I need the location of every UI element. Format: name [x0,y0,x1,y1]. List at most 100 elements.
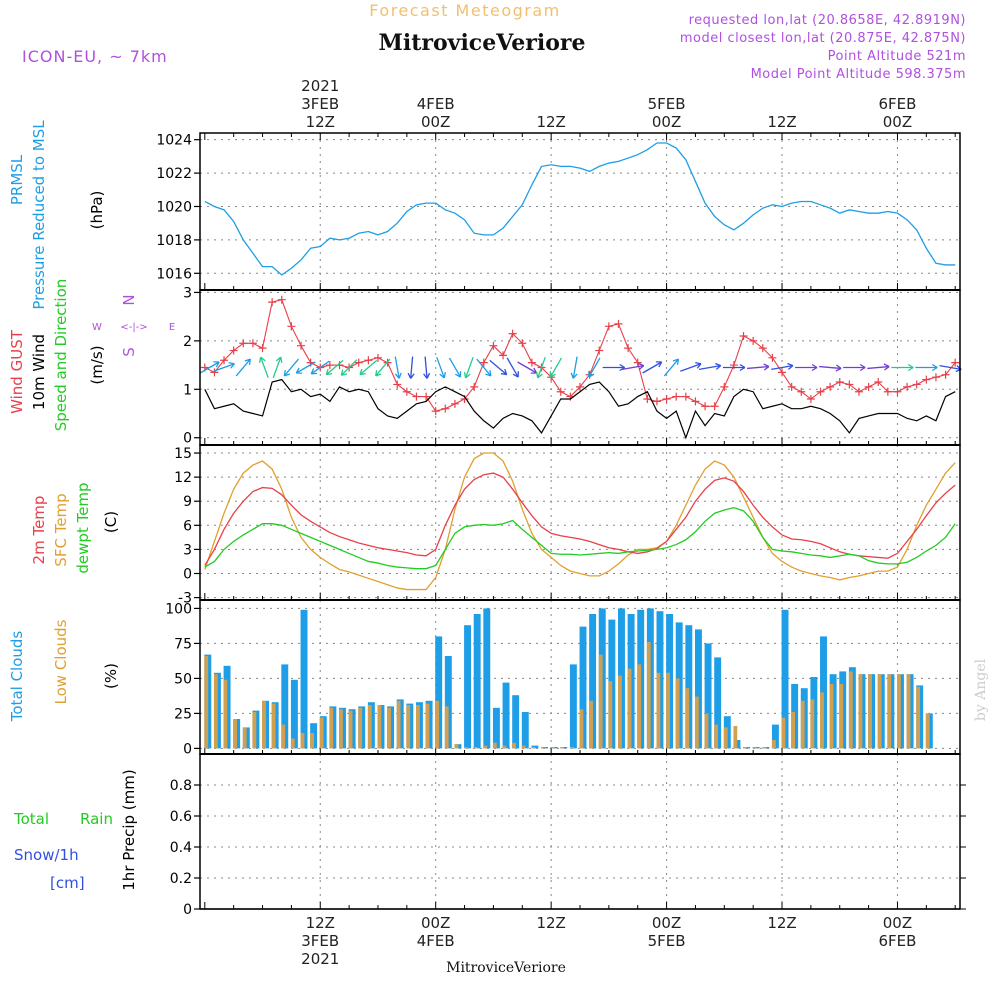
low-cloud-bar [319,717,324,749]
low-cloud-bar [223,679,228,749]
arrow-shaft [537,356,546,379]
total-cloud-bar [569,664,577,749]
gust-marker [701,402,710,411]
arrow-shaft [464,356,474,379]
low-cloud-bar [820,692,824,749]
low-cloud-bar [694,696,699,749]
y-tick-label: 1022 [156,166,192,182]
total-cloud-bar [473,614,481,749]
watermark: by Angel [973,658,989,721]
wind-direction-arrow [517,361,538,374]
low-cloud-bar [550,747,555,749]
gust-marker [874,378,883,387]
gust-marker [768,353,777,362]
gust-marker [758,344,767,353]
gust-marker [633,358,642,367]
gust-marker [489,341,498,350]
temp-unit: (C) [102,511,120,533]
y-tick-label: 1024 [156,133,192,149]
arrow-head [655,361,663,368]
low-cloud-bar [887,674,892,749]
gust-marker [893,387,902,396]
low-cloud-bar [762,747,767,749]
low-cloud-bar [781,717,786,749]
top-time-label: 12Z [306,113,335,131]
model-name: ICON-EU, ~ 7km [22,47,168,66]
gust-marker [229,346,238,355]
low-cloud-bar [589,700,593,749]
arrow-shaft [359,359,378,376]
arrow-head [512,371,519,378]
arrow-head [407,372,415,379]
gust-marker [672,392,681,401]
gust-marker [883,387,892,396]
gust-marker [402,387,411,396]
pressure-line [204,142,956,276]
arrow-head [500,368,508,376]
precip-snow-label: Snow/1h [14,846,79,864]
gust-marker [854,387,863,396]
top-time-label: 5FEB [648,95,686,113]
y-tick-label: 12 [174,470,192,486]
panel-precipitation: 0 0.2 0.4 0.6 0.8 [170,753,966,918]
arrow-shaft [642,361,663,374]
plot-area: 101610181020102210240123-303691215025507… [156,132,966,918]
arrow-shaft [310,360,330,375]
arrow-shaft [698,364,721,371]
wind-direction-arrow [819,364,842,372]
wind-direction-arrow [915,363,938,372]
arrow-head [859,363,866,372]
low-cloud-bar [791,712,795,749]
low-cloud-bar [752,747,757,749]
gust-marker [441,404,450,413]
total-cloud-bar [435,636,443,749]
total-cloud-bar [579,626,587,749]
y-tick-label: 0.8 [170,778,192,794]
gust-marker [797,387,806,396]
arrow-head [455,371,462,378]
low-cloud-bar [521,745,526,749]
gust-marker [624,344,633,353]
low-cloud-bar [300,733,305,749]
y-tick-label: 0.4 [170,840,192,856]
gust-marker [470,382,479,391]
arrow-head [375,370,382,377]
closest-coords: model closest lon,lat (20.875E, 42.875N) [680,31,966,46]
low-cloud-bar [444,706,449,749]
low-cloud-bar [204,656,209,749]
panel-temperature: -3 0 3 6 9 12 15 [174,444,961,607]
low-cloud-bar [492,742,497,749]
bottom-time-label: 6FEB [878,932,916,950]
arrow-head [228,361,235,369]
arrow-head [310,368,318,375]
low-cloud-bar [618,675,622,749]
arrow-head [275,356,283,364]
y-tick-label: 15 [174,446,192,462]
bottom-time-label: 3FEB [301,932,339,950]
gust-marker [354,358,363,367]
wind-direction-arrow [867,363,890,371]
gust-marker [912,380,921,389]
arrow-shaft [517,361,537,374]
panel-frame [199,444,961,601]
bottom-time-label: 00Z [883,914,912,932]
low-cloud-bar [675,678,680,749]
arrow-head [340,369,348,376]
low-cloud-bar [512,742,517,749]
bottom-time-label: 2021 [301,950,339,968]
arrow-head [588,371,595,378]
gust-marker [614,319,623,328]
gust-marker [297,341,306,350]
y-tick-label: 1020 [156,199,192,215]
compass-w: W [92,322,102,333]
requested-coords: requested lon,lat (20.8658E, 42.8919N) [689,13,966,28]
low-cloud-bar [387,707,391,749]
total-cloud-bar [694,629,702,749]
gust-marker [479,358,488,367]
wind-direction-arrow [621,362,645,371]
low-cloud-bar [329,707,334,749]
arrow-shaft [572,356,578,379]
gust-marker [373,353,382,362]
